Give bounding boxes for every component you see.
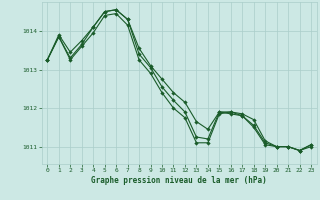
X-axis label: Graphe pression niveau de la mer (hPa): Graphe pression niveau de la mer (hPa) — [91, 176, 267, 185]
